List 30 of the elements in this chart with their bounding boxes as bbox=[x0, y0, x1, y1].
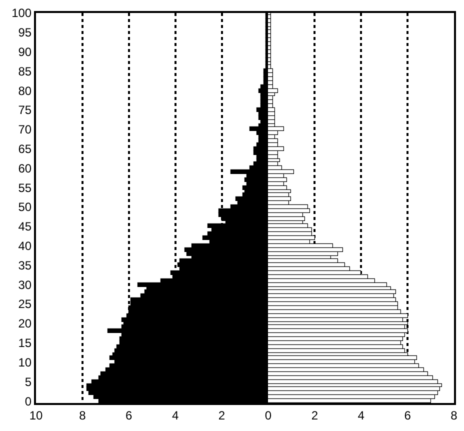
y-tick-label: 80 bbox=[18, 84, 32, 98]
x-tick-label: 6 bbox=[404, 408, 412, 422]
y-tick-label: 95 bbox=[18, 26, 32, 40]
y-tick-label: 100 bbox=[12, 6, 32, 20]
x-tick-label: 8 bbox=[450, 408, 458, 422]
x-tick-label: 6 bbox=[126, 408, 133, 422]
y-tick-label: 30 bbox=[18, 278, 32, 292]
y-tick-label: 15 bbox=[18, 336, 32, 350]
y-tick-label: 75 bbox=[18, 103, 32, 118]
x-tick-label: 4 bbox=[172, 408, 179, 422]
y-tick-label: 20 bbox=[18, 316, 32, 331]
y-tick-label: 25 bbox=[18, 297, 32, 312]
y-tick-label: 40 bbox=[18, 239, 32, 254]
y-tick-label: 85 bbox=[18, 64, 32, 78]
y-tick-label: 35 bbox=[18, 258, 32, 272]
x-tick-label: 2 bbox=[311, 408, 318, 422]
x-tick-label: 4 bbox=[358, 408, 365, 422]
x-tick-label: 8 bbox=[79, 408, 86, 422]
x-tick-label: 2 bbox=[218, 408, 226, 422]
y-tick-label: 55 bbox=[18, 180, 32, 195]
x-tick-label: 0 bbox=[264, 408, 272, 422]
y-tick-label: 65 bbox=[18, 142, 32, 156]
y-tick-label: 0 bbox=[24, 394, 32, 408]
y-tick-label: 70 bbox=[18, 122, 32, 137]
y-tick-label: 90 bbox=[18, 45, 32, 60]
y-tick-label: 10 bbox=[18, 355, 32, 370]
y-tick-label: 45 bbox=[18, 220, 32, 234]
y-tick-label: 5 bbox=[24, 374, 32, 389]
y-tick-label: 60 bbox=[18, 161, 32, 176]
y-tick-label: 50 bbox=[18, 200, 32, 214]
